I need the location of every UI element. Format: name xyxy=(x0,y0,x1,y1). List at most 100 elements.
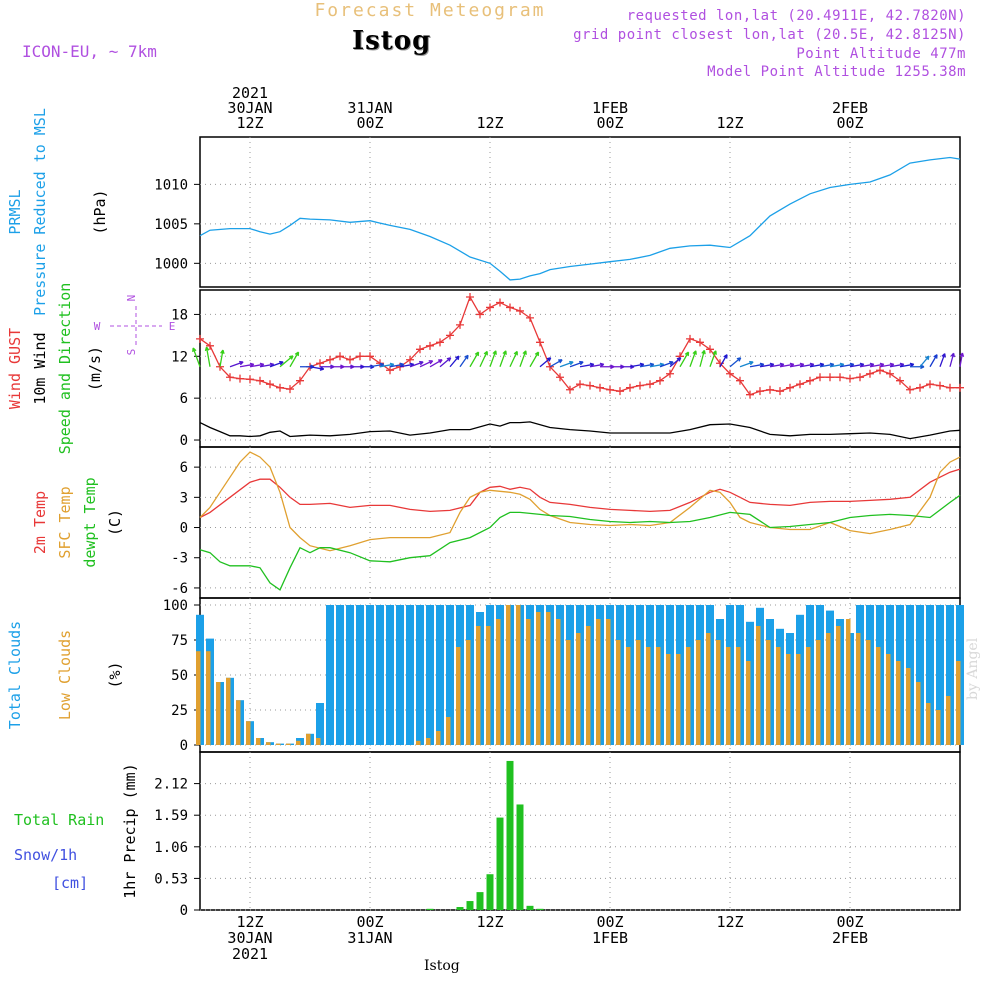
wind-arrow xyxy=(409,360,424,368)
gust-marker xyxy=(586,381,594,390)
wind-arrow xyxy=(419,360,434,368)
cloud-total-bar xyxy=(926,605,934,745)
pressure-panel: 1000 1005 1010 PRMSL Pressure Reduced to MSL… xyxy=(6,108,961,316)
panel-label: PRMSL xyxy=(6,189,24,234)
cloud-low-bar xyxy=(566,640,571,745)
y-tick-label: 1005 xyxy=(154,217,188,233)
gust-marker xyxy=(486,303,494,312)
cloud-low-bar xyxy=(486,626,491,745)
precip-bar xyxy=(516,804,524,910)
y-tick-label: 1010 xyxy=(154,177,188,193)
requested-coords: requested lon,lat (20.4911E, 42.7820N) xyxy=(626,8,966,24)
clouds-panel: 0 25 50 75 100 Total Clouds Low Clouds (%) xyxy=(6,597,964,754)
cloud-total-bar xyxy=(916,605,924,745)
wind-arrow xyxy=(919,355,930,368)
cloud-low-bar xyxy=(766,640,771,745)
cloud-low-bar xyxy=(556,619,561,745)
time-label-bottom: 1FEB xyxy=(592,929,628,947)
wind-arrow xyxy=(669,357,682,368)
cloud-total-bar xyxy=(356,605,364,745)
time-label-top: 12Z xyxy=(236,114,263,132)
precip-bar xyxy=(536,908,544,910)
panel-frame xyxy=(199,136,961,288)
series-line xyxy=(199,421,961,440)
gust-marker xyxy=(236,374,244,383)
time-label-top: 2FEB xyxy=(832,99,868,117)
panel-label: Snow/1h xyxy=(14,846,77,864)
gust-marker xyxy=(546,362,554,371)
panel-label: (%) xyxy=(106,661,124,688)
point-altitude: Point Altitude 477m xyxy=(796,46,966,62)
gust-marker xyxy=(766,385,774,394)
wind-arrow xyxy=(204,346,211,367)
cloud-low-bar xyxy=(546,612,551,745)
wind-arrow xyxy=(699,349,706,367)
compass-north: N xyxy=(125,295,138,302)
cloud-low-bar xyxy=(496,619,501,745)
cloud-low-bar xyxy=(206,651,211,745)
gust-marker xyxy=(446,331,454,340)
series-line xyxy=(199,468,961,519)
wind-arrow xyxy=(729,357,742,368)
gust-marker xyxy=(686,334,694,343)
y-tick-label: 100 xyxy=(163,598,188,614)
wind-arrow xyxy=(489,350,497,367)
cloud-low-bar xyxy=(456,647,461,745)
gust-marker xyxy=(856,373,864,382)
time-label-top: 12Z xyxy=(476,114,503,132)
cloud-low-bar xyxy=(286,743,291,745)
panel-label: Speed and Direction xyxy=(56,283,74,455)
cloud-low-bar xyxy=(676,654,681,745)
wind-arrow xyxy=(529,351,540,368)
panel-label: [cm] xyxy=(52,874,88,892)
cloud-low-bar xyxy=(416,740,421,745)
panel-frame xyxy=(199,446,961,599)
cloud-low-bar xyxy=(806,647,811,745)
gust-marker xyxy=(626,383,634,392)
wind-arrow xyxy=(269,360,284,368)
cloud-low-bar xyxy=(296,740,301,745)
wind-arrow xyxy=(659,360,674,368)
gust-marker xyxy=(576,380,584,389)
cloud-total-bar xyxy=(936,605,944,745)
cloud-low-bar xyxy=(466,640,471,745)
cloud-low-bar xyxy=(956,661,961,745)
wind-arrow xyxy=(709,350,717,367)
time-label-bottom: 30JAN xyxy=(227,929,272,947)
cloud-total-bar xyxy=(346,605,354,745)
gust-marker xyxy=(596,383,604,392)
gust-marker xyxy=(906,385,914,394)
model-label: ICON-EU, ~ 7km xyxy=(22,42,157,61)
time-label-bottom: 2FEB xyxy=(832,929,868,947)
gust-marker xyxy=(276,383,284,392)
y-tick-label: 25 xyxy=(171,703,188,719)
temperature-panel: -6 -3 0 3 6 2m Temp SFC Temp dewpt Temp (C) xyxy=(31,446,961,599)
cloud-low-bar xyxy=(196,651,201,745)
cloud-low-bar xyxy=(846,619,851,745)
wind-arrow xyxy=(679,351,690,368)
wind-arrow xyxy=(559,360,574,368)
precip-bar xyxy=(426,908,434,910)
y-tick-label: 1.59 xyxy=(154,808,188,824)
precip-bar xyxy=(526,905,534,910)
cloud-low-bar xyxy=(736,647,741,745)
gust-marker xyxy=(706,345,714,354)
gust-marker xyxy=(556,373,564,382)
cloud-low-bar xyxy=(836,626,841,745)
y-tick-label: 0 xyxy=(180,433,188,449)
cloud-low-bar xyxy=(816,640,821,745)
time-label-top: 12Z xyxy=(716,114,743,132)
time-label-top: 1FEB xyxy=(592,99,628,117)
wind-arrow xyxy=(439,357,452,368)
y-tick-label: 50 xyxy=(171,668,188,684)
cloud-total-bar xyxy=(376,605,384,745)
precip-panel: 0 0.53 1.06 1.59 2.12 Total Rain Snow/1h [cm] 1h… xyxy=(14,751,961,919)
cloud-total-bar xyxy=(336,605,344,745)
cloud-low-bar xyxy=(656,647,661,745)
header-title: Forecast Meteogram xyxy=(314,0,546,21)
gust-marker xyxy=(956,383,964,392)
cloud-low-bar xyxy=(776,647,781,745)
gust-marker xyxy=(886,369,894,378)
